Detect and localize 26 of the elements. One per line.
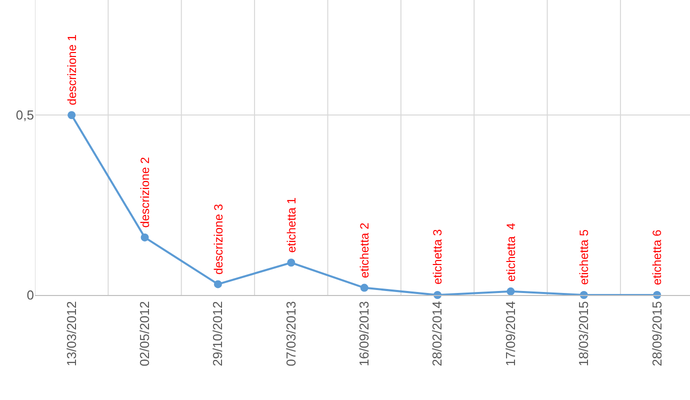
x-tick-label: 28/02/2014 [430,301,445,366]
x-tick-label: 02/05/2012 [137,301,152,366]
x-tick-label: 13/03/2012 [64,301,79,366]
y-tick-label: 0 [26,288,34,303]
point [140,233,149,242]
data-label: etichetta 3 [430,228,445,285]
data-label: descrizione 2 [138,156,152,228]
point [506,287,515,296]
x-tick-label: 28/09/2015 [649,301,664,366]
data-label: etichetta 5 [576,229,591,285]
data-label: etichetta 1 [284,197,299,253]
point [68,111,76,120]
x-tick-label: 16/09/2013 [356,301,372,366]
data-label: descrizione 1 [64,34,79,106]
data-label: descrizione 3 [211,204,226,275]
data-label: etichetta 6 [650,229,664,286]
y-tick-label: 0,5 [16,108,34,123]
x-tick-label: 17/09/2014 [502,301,518,366]
data-label: etichetta 2 [358,222,372,278]
x-tick-label: 07/03/2013 [283,301,298,366]
point [360,284,368,292]
data-label: etichetta 4 [504,222,518,282]
point [287,258,296,267]
point [214,280,222,288]
x-tick-label: 18/03/2015 [576,301,592,366]
x-tick-label: 29/10/2012 [210,301,226,366]
